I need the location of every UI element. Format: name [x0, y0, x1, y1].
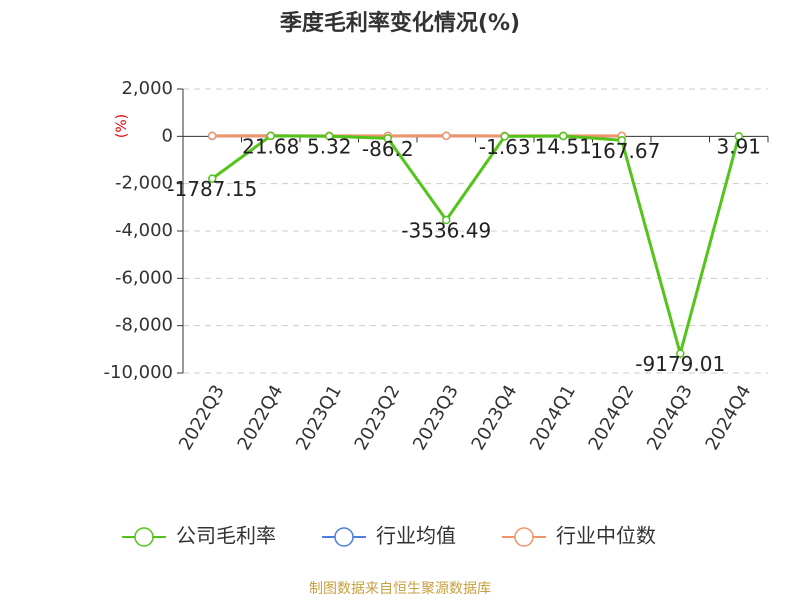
data-label: -1787.15: [167, 177, 257, 201]
y-axis-label: (%): [114, 114, 130, 138]
data-label: 5.32: [307, 135, 352, 159]
y-tick-label: 0: [162, 125, 173, 146]
y-tick-label: -2,000: [115, 173, 173, 194]
y-tick-label: -8,000: [115, 315, 173, 336]
legend-label: 公司毛利率: [176, 524, 276, 548]
x-tick-label: 2024Q1: [526, 382, 580, 454]
data-label: -167.67: [583, 139, 660, 163]
y-tick-label: -4,000: [115, 220, 173, 241]
legend-label: 行业均值: [376, 524, 456, 548]
point: [208, 174, 217, 183]
x-tick-label: 2022Q3: [175, 382, 229, 454]
x-tick-label: 2023Q4: [468, 382, 522, 454]
x-tick-label: 2024Q4: [702, 382, 756, 454]
point: [442, 131, 451, 141]
x-tick-label: 2024Q3: [643, 382, 697, 454]
source: 制图数据来自恒生聚源数据库: [309, 581, 491, 597]
data-label: -9179.01: [635, 352, 725, 376]
point: [266, 131, 275, 141]
x-tick-label: 2023Q2: [351, 382, 405, 454]
point: [208, 131, 217, 141]
point: [734, 131, 743, 141]
series-line: [211, 134, 741, 360]
legend-marker: [134, 527, 154, 547]
x-tick-label: 2023Q1: [292, 382, 346, 454]
y-tick-label: -6,000: [115, 267, 173, 288]
point: [676, 349, 685, 358]
point: [442, 215, 451, 225]
data-label: -86.2: [362, 137, 414, 161]
y-tick-label: 2,000: [121, 78, 173, 99]
point: [559, 131, 568, 141]
legend-marker: [514, 527, 534, 547]
legend-marker: [334, 527, 354, 547]
x-tick-label: 2024Q2: [585, 382, 639, 454]
data-label: 14.51: [535, 134, 592, 158]
data-label: 21.68: [242, 134, 299, 158]
data-label: -3536.49: [401, 219, 491, 243]
point: [383, 134, 392, 143]
point: [617, 136, 626, 145]
point: [500, 132, 509, 141]
chart-title: 季度毛利率变化情况(%): [280, 10, 520, 36]
x-tick-label: 2023Q3: [409, 382, 463, 454]
y-tick-label: -10,000: [104, 362, 173, 383]
legend-label: 行业中位数: [556, 524, 656, 548]
x-tick-label: 2022Q4: [234, 382, 288, 454]
data-label: 3.91: [716, 135, 761, 159]
point: [325, 131, 334, 141]
data-label: -1.63: [479, 135, 531, 159]
